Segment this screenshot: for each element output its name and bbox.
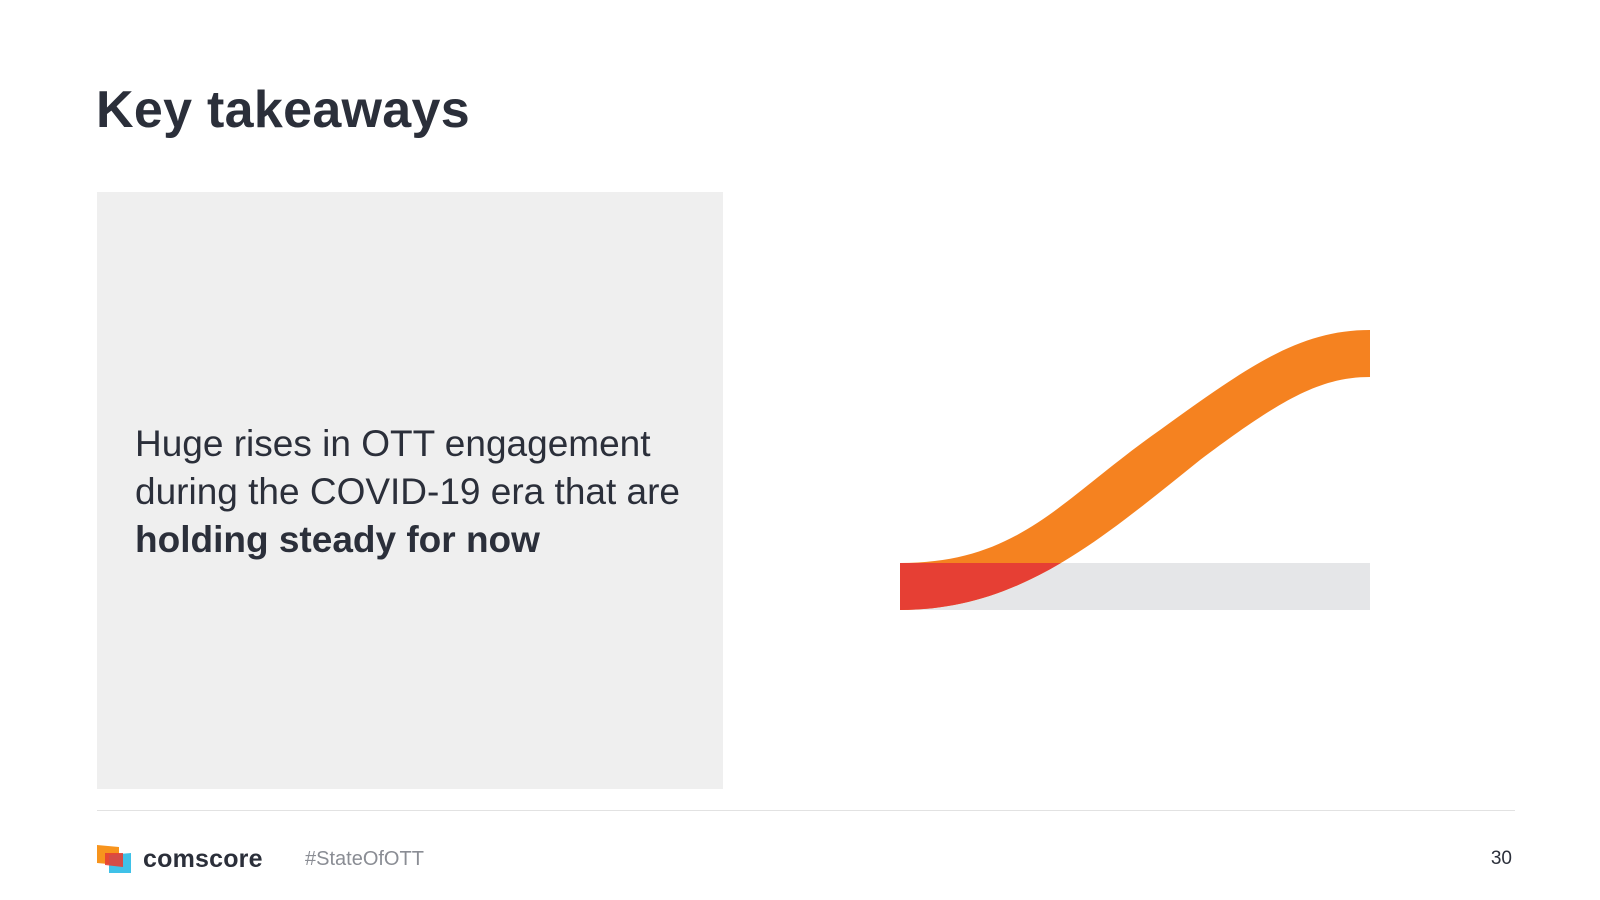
takeaway-panel: Huge rises in OTT engagement during the …: [97, 192, 723, 789]
comscore-logo-icon: [97, 845, 131, 873]
takeaway-text: Huge rises in OTT engagement during the …: [135, 420, 715, 564]
page-number: 30: [1490, 848, 1512, 869]
footer-divider: [97, 810, 1515, 811]
rising-curve-ribbon: [900, 330, 1370, 610]
brand-name: comscore: [143, 844, 263, 873]
hashtag: #StateOfOTT: [305, 848, 424, 870]
takeaway-text-regular: Huge rises in OTT engagement during the …: [135, 423, 681, 512]
brand-lockup: comscore: [97, 845, 263, 873]
growth-curve-graphic: [900, 330, 1370, 610]
curve-baseline-overlap: [900, 563, 1061, 610]
takeaway-text-emphasis: holding steady for now: [135, 519, 540, 560]
slide-title: Key takeaways: [96, 81, 470, 139]
